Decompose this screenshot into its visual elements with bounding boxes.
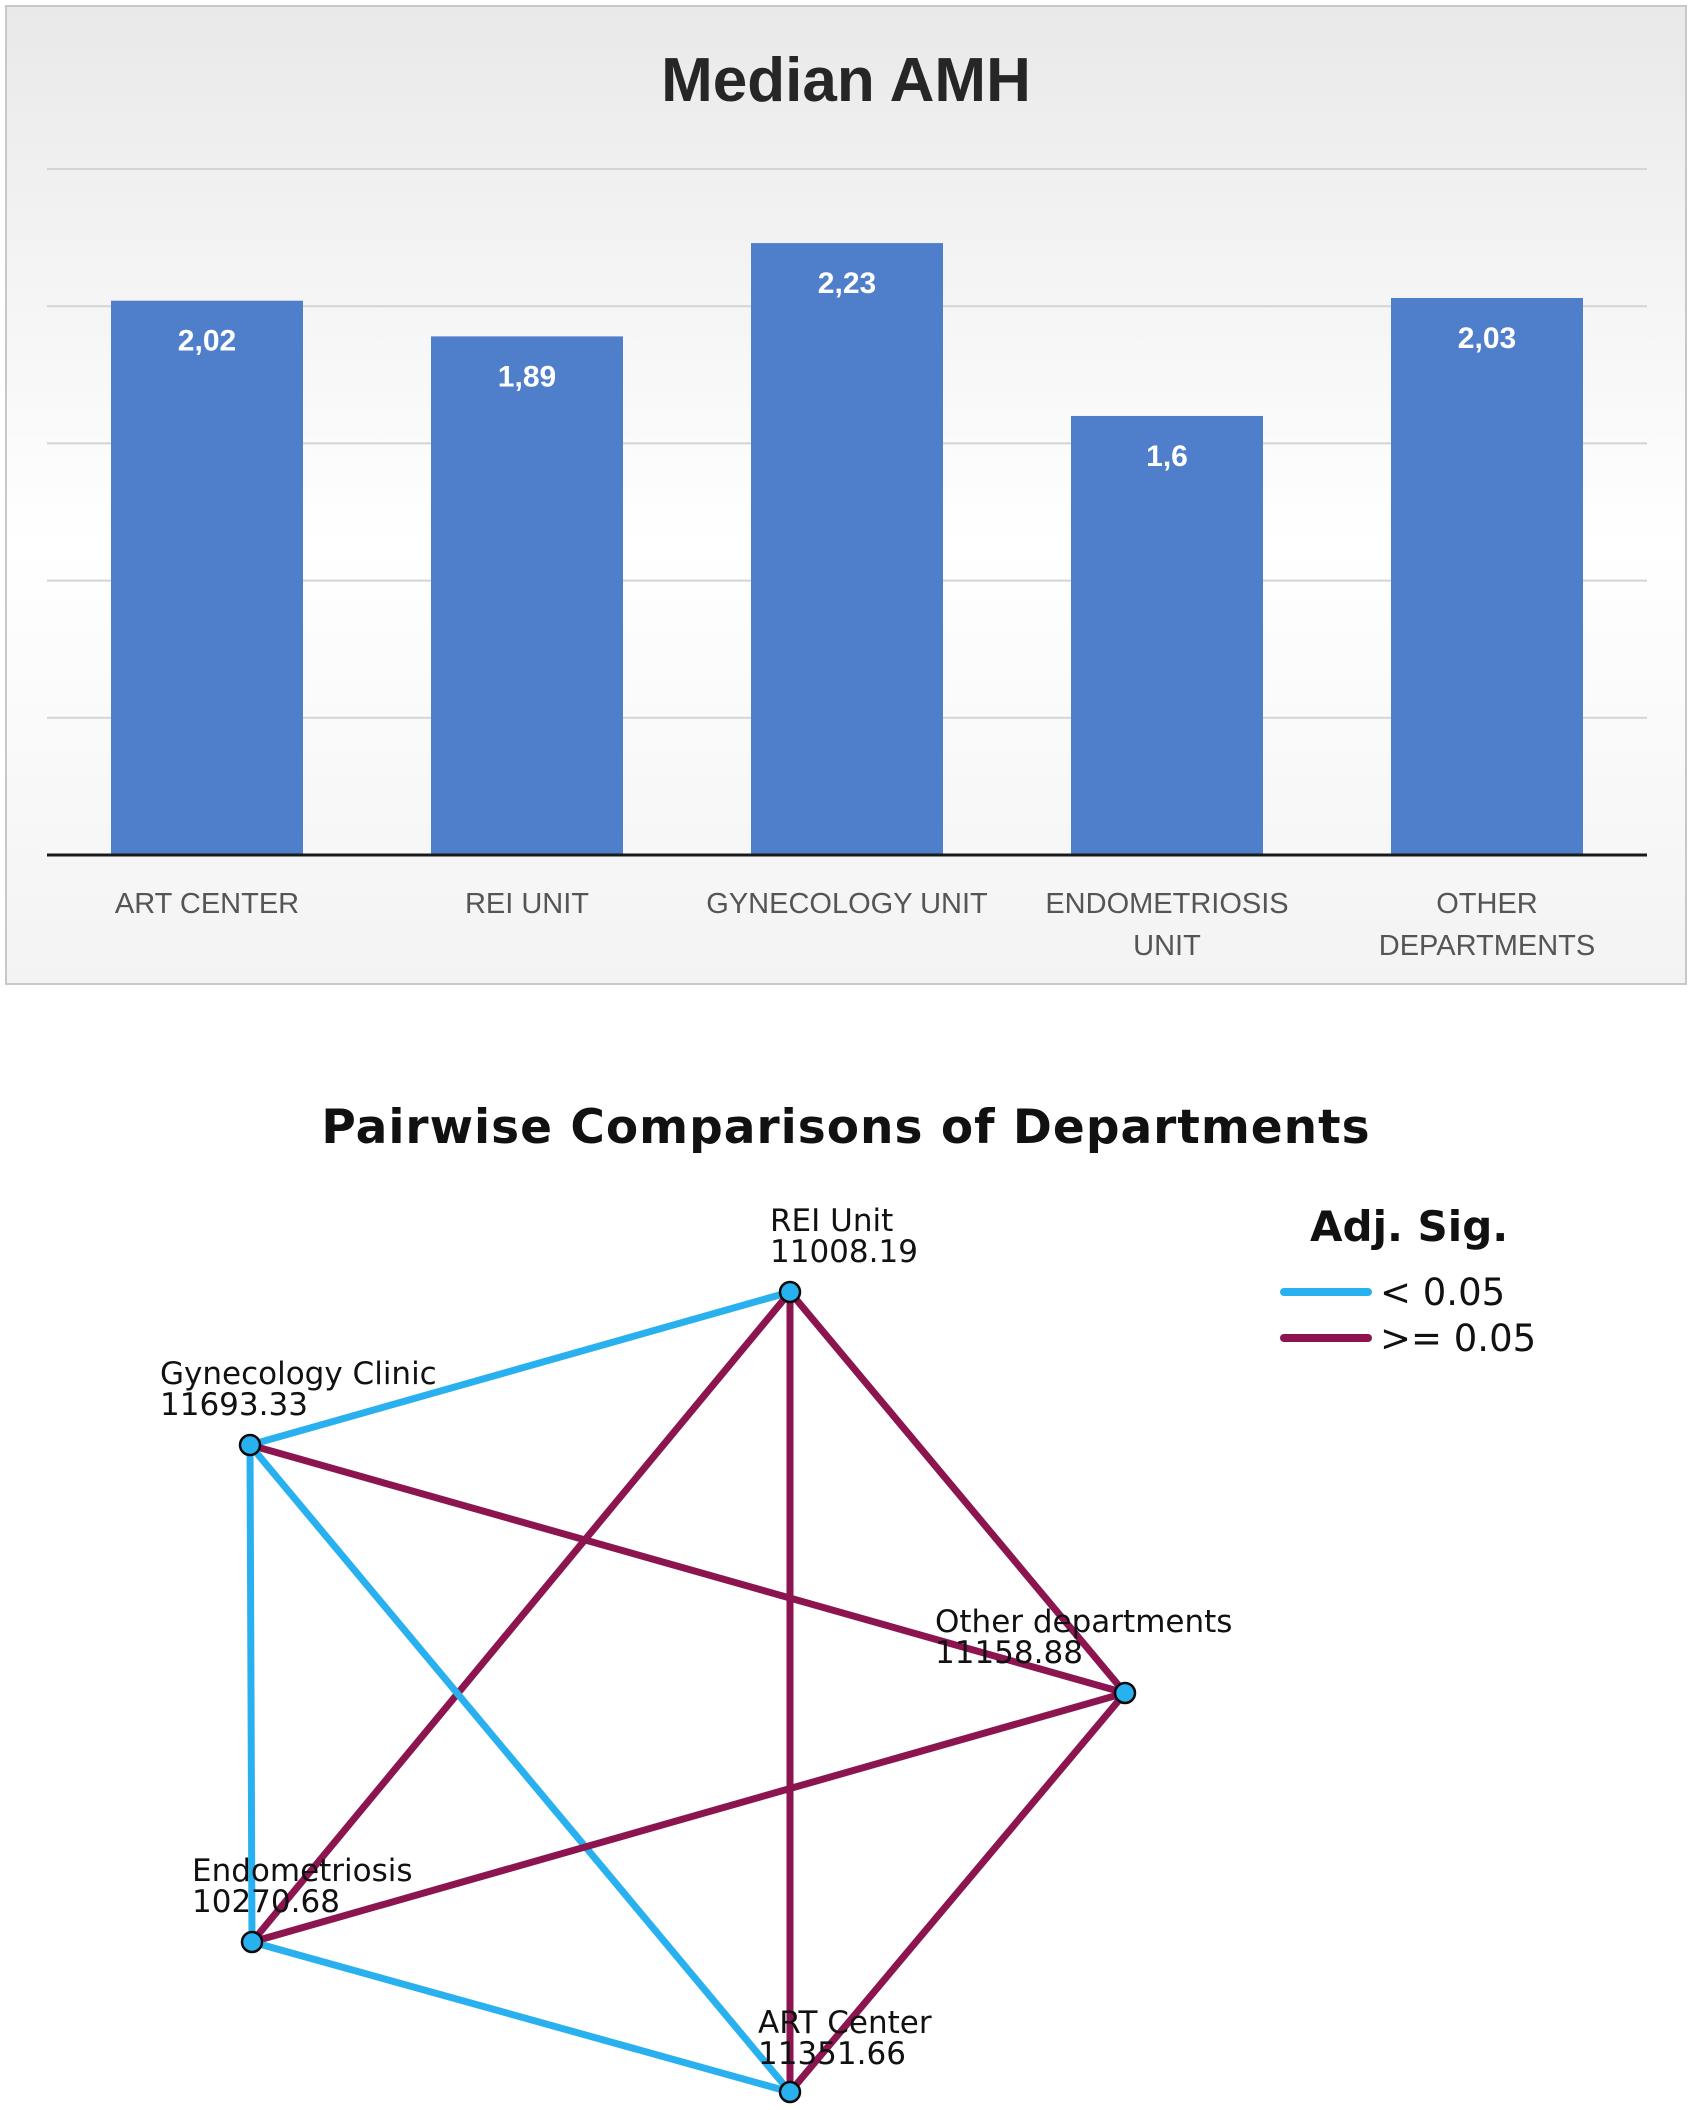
network-edge xyxy=(251,1938,791,2096)
bar-chart-svg: 2,02 ART CENTER 1,89 REI UNIT 2,23 GYNECOLOGY… xyxy=(47,168,1647,962)
network-chart-title: Pairwise Comparisons of Departments xyxy=(321,1100,1371,1155)
network-node-value: 10270.68 xyxy=(192,1884,340,1920)
bar-category-label: DEPARTMENTS xyxy=(1379,930,1595,962)
network-node-label: REI Unit 11008.19 xyxy=(770,1206,918,1268)
bar-category-label: UNIT xyxy=(1133,930,1201,962)
bar-1 xyxy=(431,336,623,855)
network-node-value: 11008.19 xyxy=(770,1234,918,1270)
bar-category-label: ENDOMETRIOSIS xyxy=(1045,888,1288,920)
network-edge xyxy=(787,1690,1128,2095)
bar-0 xyxy=(111,300,303,855)
network-chart-svg xyxy=(238,1280,1137,2104)
network-node-name: Endometriosis xyxy=(192,1853,413,1889)
network-node-value: 11693.33 xyxy=(160,1387,308,1423)
network-edge xyxy=(249,1289,793,1945)
network-edge xyxy=(249,1288,791,1449)
network-node xyxy=(240,1930,264,1954)
legend-item-significant: < 0.05 xyxy=(1280,1270,1506,1314)
bar-value-label: 2,03 xyxy=(1458,322,1516,355)
network-node-label: Other departments 11158.88 xyxy=(935,1607,1232,1669)
bar-4 xyxy=(1391,297,1583,855)
legend-item-not-significant: >= 0.05 xyxy=(1280,1316,1537,1360)
bar-value-label: 1,6 xyxy=(1146,440,1188,473)
network-node-value: 11158.88 xyxy=(935,1635,1083,1671)
legend-title: Adj. Sig. xyxy=(1310,1202,1509,1251)
network-edge xyxy=(787,1289,1128,1696)
network-node-label: ART Center 11351.66 xyxy=(758,2008,932,2070)
network-node xyxy=(238,1433,262,1457)
bar-value-label: 1,89 xyxy=(498,360,556,393)
network-edge xyxy=(249,1441,1126,1697)
network-edge xyxy=(246,1444,256,1943)
bar-category-label: ART CENTER xyxy=(115,888,299,920)
network-node-value: 11351.66 xyxy=(758,2036,906,2072)
network-node-label: Gynecology Clinic 11693.33 xyxy=(160,1359,437,1421)
legend-label-not-significant: >= 0.05 xyxy=(1380,1316,1537,1360)
network-node xyxy=(778,2080,802,2104)
bar-chart-panel: Median AMH 2,02 ART CENTER 1,89 REI UNIT 2,2… xyxy=(5,5,1687,985)
bar-category-label: REI UNIT xyxy=(465,888,589,920)
legend-label-significant: < 0.05 xyxy=(1380,1270,1506,1314)
bar-3 xyxy=(1071,415,1263,855)
bar-2 xyxy=(751,243,943,855)
network-node-name: ART Center xyxy=(758,2005,932,2041)
network-edge xyxy=(247,1442,793,2095)
legend-swatch-not-significant xyxy=(1280,1334,1372,1342)
bar-value-label: 2,02 xyxy=(178,325,236,358)
network-node xyxy=(1113,1681,1137,1705)
network-node-name: REI Unit xyxy=(770,1203,894,1239)
network-node-label: Endometriosis 10270.68 xyxy=(192,1856,413,1918)
bar-value-label: 2,23 xyxy=(818,267,876,300)
network-node-name: Other departments xyxy=(935,1604,1233,1640)
bar-category-label: OTHER xyxy=(1436,888,1538,920)
bar-category-label: GYNECOLOGY UNIT xyxy=(706,888,988,920)
bar-chart-title: Median AMH xyxy=(661,46,1031,115)
network-node xyxy=(778,1280,802,1304)
network-edge xyxy=(251,1689,1126,1946)
legend-swatch-significant xyxy=(1280,1288,1372,1296)
network-node-name: Gynecology Clinic xyxy=(160,1356,437,1392)
